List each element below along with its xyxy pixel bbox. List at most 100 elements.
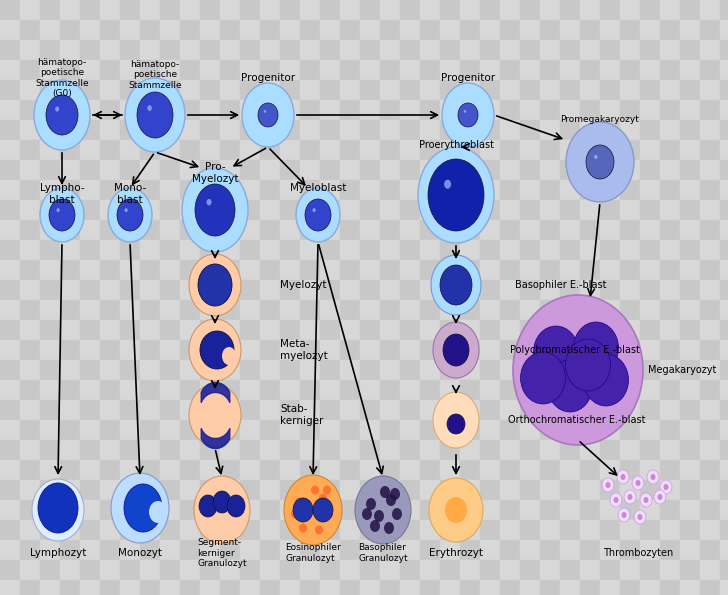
Ellipse shape: [450, 180, 451, 181]
Bar: [440, 240, 460, 260]
Bar: [340, 560, 360, 580]
Bar: [700, 220, 720, 240]
Bar: [0, 260, 20, 280]
Ellipse shape: [513, 295, 643, 445]
Bar: [260, 420, 280, 440]
Bar: [480, 140, 500, 160]
Ellipse shape: [326, 214, 328, 215]
Bar: [500, 140, 520, 160]
Ellipse shape: [588, 165, 590, 167]
Bar: [560, 300, 580, 320]
Ellipse shape: [607, 157, 609, 159]
Bar: [700, 280, 720, 300]
Ellipse shape: [167, 105, 168, 106]
Bar: [500, 240, 520, 260]
Bar: [420, 560, 440, 580]
Bar: [600, 80, 620, 100]
Bar: [100, 260, 120, 280]
Bar: [360, 20, 380, 40]
Bar: [0, 440, 20, 460]
Ellipse shape: [588, 156, 590, 158]
Ellipse shape: [148, 101, 149, 102]
Bar: [700, 0, 720, 20]
Ellipse shape: [258, 103, 278, 127]
Ellipse shape: [473, 108, 475, 110]
Bar: [680, 460, 700, 480]
Bar: [220, 260, 240, 280]
Bar: [420, 80, 440, 100]
Bar: [300, 460, 320, 480]
Bar: [680, 40, 700, 60]
Bar: [180, 500, 200, 520]
Ellipse shape: [189, 319, 241, 381]
Ellipse shape: [226, 196, 227, 198]
Bar: [280, 540, 300, 560]
Bar: [40, 320, 60, 340]
Ellipse shape: [460, 108, 462, 109]
Bar: [400, 220, 420, 240]
Ellipse shape: [265, 123, 266, 125]
Bar: [260, 220, 280, 240]
Bar: [80, 400, 100, 420]
Bar: [500, 300, 520, 320]
Ellipse shape: [467, 120, 468, 121]
Bar: [80, 160, 100, 180]
Bar: [580, 460, 600, 480]
Ellipse shape: [139, 127, 141, 128]
Bar: [120, 560, 140, 580]
Bar: [300, 40, 320, 60]
Bar: [20, 580, 40, 595]
Bar: [180, 540, 200, 560]
Bar: [240, 360, 260, 380]
Bar: [140, 40, 160, 60]
Bar: [340, 260, 360, 280]
Bar: [140, 540, 160, 560]
Ellipse shape: [594, 155, 598, 159]
Bar: [420, 420, 440, 440]
Ellipse shape: [194, 476, 250, 544]
Ellipse shape: [162, 102, 164, 104]
Ellipse shape: [162, 117, 164, 118]
Ellipse shape: [272, 108, 274, 109]
Bar: [580, 100, 600, 120]
Bar: [220, 520, 240, 540]
Bar: [420, 340, 440, 360]
Bar: [60, 280, 80, 300]
Bar: [320, 500, 340, 520]
Ellipse shape: [70, 215, 71, 217]
Bar: [420, 120, 440, 140]
Ellipse shape: [309, 205, 311, 206]
Bar: [80, 140, 100, 160]
Bar: [720, 360, 728, 380]
Bar: [620, 300, 640, 320]
Bar: [20, 520, 40, 540]
Bar: [700, 60, 720, 80]
Ellipse shape: [200, 331, 234, 369]
Ellipse shape: [264, 106, 266, 108]
Bar: [360, 480, 380, 500]
Ellipse shape: [125, 215, 127, 217]
Bar: [420, 320, 440, 340]
Bar: [80, 460, 100, 480]
Ellipse shape: [534, 326, 579, 378]
Bar: [420, 520, 440, 540]
Bar: [540, 0, 560, 20]
Bar: [680, 240, 700, 260]
Ellipse shape: [269, 108, 271, 109]
Bar: [120, 240, 140, 260]
Bar: [180, 580, 200, 595]
Bar: [260, 360, 280, 380]
Ellipse shape: [50, 104, 52, 105]
Bar: [380, 80, 400, 100]
Bar: [400, 360, 420, 380]
Ellipse shape: [594, 162, 596, 164]
Bar: [420, 480, 440, 500]
Ellipse shape: [51, 121, 52, 123]
Bar: [460, 320, 480, 340]
Ellipse shape: [446, 186, 447, 187]
Bar: [280, 580, 300, 595]
Bar: [440, 80, 460, 100]
Bar: [240, 460, 260, 480]
Bar: [400, 240, 420, 260]
Ellipse shape: [444, 180, 451, 189]
